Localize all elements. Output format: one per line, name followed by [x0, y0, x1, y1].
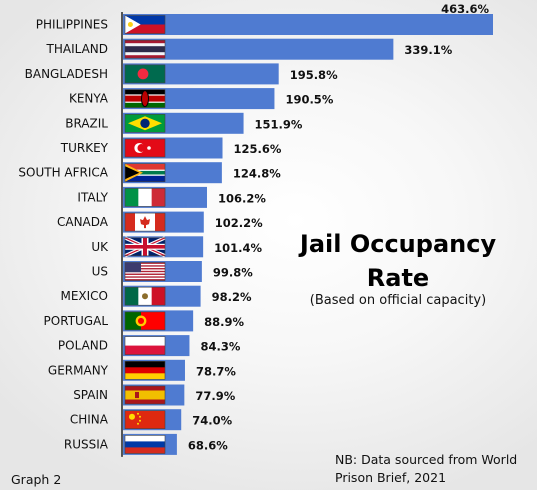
- flag-thailand-icon: [124, 39, 166, 59]
- value-label-south-africa: 124.8%: [233, 167, 281, 181]
- flag-us-icon: [124, 262, 166, 281]
- chart-subtitle: (Based on official capacity): [309, 293, 487, 308]
- value-label-uk: 101.4%: [214, 241, 262, 255]
- flag-spain-icon: [124, 385, 166, 405]
- value-label-mexico: 98.2%: [212, 290, 252, 304]
- category-label-bangladesh: BANGLADESH: [25, 67, 108, 81]
- category-label-china: CHINA: [70, 413, 109, 427]
- value-label-china: 74.0%: [192, 414, 232, 428]
- graph-number-label: Graph 2: [11, 472, 62, 487]
- category-label-spain: SPAIN: [73, 388, 108, 402]
- category-label-kenya: KENYA: [69, 92, 109, 106]
- flag-turkey-icon: [124, 138, 166, 158]
- category-label-russia: RUSSIA: [64, 437, 109, 451]
- value-label-bangladesh: 195.8%: [290, 68, 338, 82]
- category-label-south-africa: SOUTH AFRICA: [18, 166, 108, 180]
- category-label-portugal: PORTUGAL: [44, 314, 109, 328]
- flag-mexico-icon: [124, 286, 166, 306]
- chart-title-line-2: Rate: [366, 264, 430, 292]
- flag-china-icon: [124, 410, 166, 430]
- value-label-kenya: 190.5%: [285, 93, 333, 107]
- value-label-spain: 77.9%: [195, 389, 235, 403]
- flag-poland-icon: [124, 336, 166, 355]
- flag-russia-icon: [124, 435, 166, 454]
- value-label-turkey: 125.6%: [234, 142, 282, 156]
- value-label-italy: 106.2%: [218, 191, 266, 205]
- value-label-germany: 78.7%: [196, 364, 236, 378]
- flag-brazil-icon: [124, 114, 166, 133]
- category-label-us: US: [92, 265, 108, 279]
- category-label-mexico: MEXICO: [60, 289, 108, 303]
- flag-germany-icon: [124, 360, 166, 380]
- category-label-uk: UK: [91, 240, 109, 254]
- bar-philippines: [122, 14, 493, 35]
- category-label-thailand: THAILAND: [46, 42, 109, 56]
- flag-uk-icon: [124, 236, 166, 258]
- value-label-poland: 84.3%: [200, 340, 240, 354]
- value-label-brazil: 151.9%: [255, 117, 303, 131]
- flag-canada-icon: [124, 212, 166, 232]
- value-label-thailand: 339.1%: [404, 43, 452, 57]
- flag-italy-icon: [124, 188, 166, 207]
- flag-bangladesh-icon: [124, 64, 166, 84]
- chart-title-line-1: Jail Occupancy: [299, 230, 497, 258]
- source-note-line-1: NB: Data sourced from World: [335, 452, 518, 467]
- value-label-canada: 102.2%: [215, 216, 263, 230]
- flag-philippines-icon: [124, 15, 166, 34]
- flag-south-africa-icon: [124, 163, 166, 182]
- category-label-germany: GERMANY: [48, 363, 109, 377]
- category-label-poland: POLAND: [58, 339, 108, 353]
- flag-kenya-icon: [124, 89, 166, 108]
- source-note-line-2: Prison Brief, 2021: [335, 470, 447, 485]
- flag-portugal-icon: [124, 311, 166, 331]
- category-label-brazil: BRAZIL: [65, 116, 108, 130]
- category-label-italy: ITALY: [77, 190, 108, 204]
- category-label-canada: CANADA: [57, 215, 109, 229]
- value-label-philippines: 463.6%: [441, 2, 489, 16]
- value-label-russia: 68.6%: [188, 438, 228, 452]
- category-label-philippines: PHILIPPINES: [36, 18, 108, 32]
- value-label-portugal: 88.9%: [204, 315, 244, 329]
- bar-thailand: [122, 38, 394, 60]
- value-label-us: 99.8%: [213, 266, 253, 280]
- category-label-turkey: TURKEY: [60, 141, 109, 155]
